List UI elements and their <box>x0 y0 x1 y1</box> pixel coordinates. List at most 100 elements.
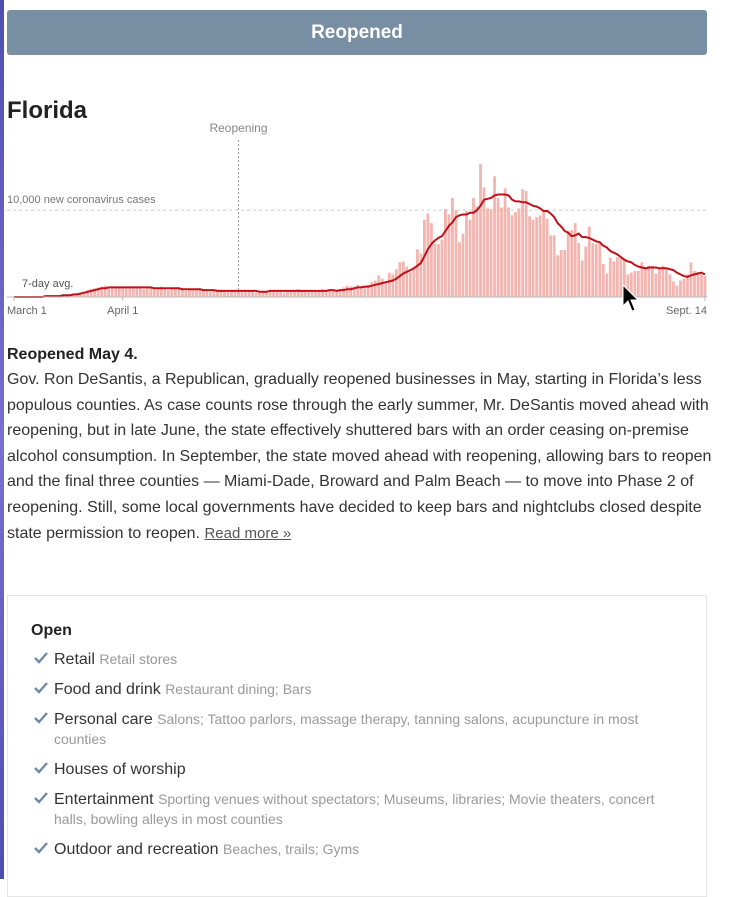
bar <box>415 249 419 297</box>
bar <box>619 257 623 297</box>
bar <box>258 290 261 297</box>
bar <box>159 286 163 297</box>
open-list: Retail Retail stores Food and drink Resta… <box>34 650 684 870</box>
bar <box>321 289 325 297</box>
bar <box>254 292 258 297</box>
bar <box>142 289 146 297</box>
open-title: Open <box>31 622 72 639</box>
bar <box>521 189 525 297</box>
bar <box>314 290 318 297</box>
open-item: Personal care Salons; Tattoo parlors, ma… <box>34 710 684 750</box>
average-line <box>14 193 706 298</box>
bar <box>265 290 268 297</box>
check-icon <box>34 762 48 774</box>
item-name: Personal care <box>54 711 153 728</box>
bar <box>440 239 444 297</box>
bar <box>398 262 402 297</box>
summary-heading: Reopened May 4. <box>7 346 138 363</box>
bar <box>338 290 342 297</box>
bar <box>493 176 496 297</box>
bar <box>100 286 104 297</box>
bar <box>121 286 125 297</box>
item-detail: Salons; Tattoo parlors, massage therapy,… <box>54 711 639 747</box>
summary-text: Gov. Ron DeSantis, a Republican, gradual… <box>7 367 712 546</box>
bar <box>693 270 696 297</box>
bar <box>149 288 153 297</box>
bar <box>594 244 598 297</box>
bar <box>212 290 216 297</box>
bar <box>538 215 542 297</box>
chart: 10,000 new coronavirus cases Reopening 7-d… <box>7 121 707 317</box>
bar <box>482 187 486 297</box>
check-icon <box>34 652 48 664</box>
open-card: Open Retail Retail stores Food and drink … <box>7 595 707 897</box>
bar <box>394 269 398 297</box>
bar <box>230 290 233 297</box>
bar <box>549 235 553 297</box>
bar <box>219 290 223 297</box>
x-tick-label: Sept. 14 <box>666 305 707 317</box>
bar <box>170 289 174 297</box>
bar <box>191 290 195 297</box>
bar <box>468 219 472 297</box>
bar <box>366 284 370 297</box>
summary-body: Gov. Ron DeSantis, a Republican, gradual… <box>7 371 712 542</box>
bar <box>559 250 563 297</box>
bar <box>566 230 570 297</box>
bar <box>117 287 121 297</box>
bar <box>275 290 279 297</box>
bar <box>380 278 384 297</box>
bar <box>328 290 332 297</box>
bar <box>293 290 297 297</box>
bar <box>310 291 314 297</box>
bar <box>489 209 493 297</box>
read-more-link[interactable]: Read more » <box>204 524 292 542</box>
bar <box>251 291 254 297</box>
bar <box>615 257 619 297</box>
bar <box>79 292 83 297</box>
bar <box>86 290 90 297</box>
bar <box>657 269 661 297</box>
bar <box>131 288 135 297</box>
bar <box>514 211 517 297</box>
bar <box>531 219 535 297</box>
bar <box>240 291 244 297</box>
bar <box>679 280 682 297</box>
bar <box>563 250 567 297</box>
bar <box>223 290 226 297</box>
window-edge <box>0 0 4 879</box>
item-detail: Retail stores <box>99 651 178 667</box>
bar <box>226 291 230 297</box>
bar <box>349 286 353 297</box>
bar <box>640 262 644 297</box>
bar <box>93 288 97 297</box>
bar <box>412 268 416 297</box>
bar <box>317 290 321 297</box>
item-name: Houses of worship <box>54 761 186 778</box>
bar <box>96 287 100 297</box>
bar <box>156 288 160 297</box>
x-tick-label: April 1 <box>107 305 138 317</box>
bar <box>103 285 107 297</box>
bar <box>202 290 205 297</box>
bar <box>643 267 647 297</box>
bar <box>303 290 307 297</box>
check-icon <box>34 842 48 854</box>
series-label: 7-day avg. <box>22 278 73 290</box>
bar <box>82 291 86 297</box>
bar <box>205 290 209 297</box>
bar <box>128 286 132 297</box>
page: Reopened Florida 10,000 new coronavirus … <box>0 0 712 897</box>
bar <box>124 288 128 297</box>
bar <box>194 289 198 297</box>
bar <box>668 274 672 297</box>
bar <box>552 235 556 297</box>
bar <box>419 253 423 297</box>
bar <box>405 266 409 297</box>
bar <box>510 215 514 297</box>
bar <box>237 290 240 297</box>
bar <box>472 197 475 297</box>
bar <box>700 274 703 297</box>
bar <box>286 290 289 297</box>
bar <box>496 197 500 297</box>
